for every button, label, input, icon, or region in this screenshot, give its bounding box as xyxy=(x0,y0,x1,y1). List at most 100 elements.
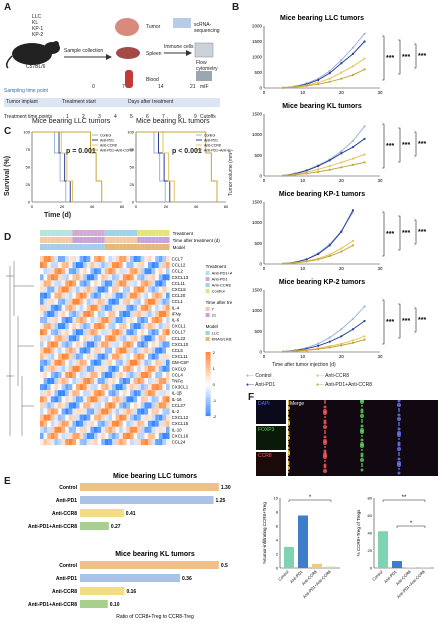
annotation-cell xyxy=(47,244,51,250)
heatmap-cell xyxy=(140,396,145,403)
x-tick-label: 0 xyxy=(263,178,266,183)
heatmap-cell xyxy=(101,268,105,275)
heatmap-cell xyxy=(144,359,148,366)
data-point xyxy=(317,164,320,168)
data-point xyxy=(363,57,366,60)
heatmap-cell xyxy=(112,341,116,348)
bar-category: Anti-PD1+Anti-CCR8 xyxy=(28,602,77,608)
heatmap-cell xyxy=(76,256,80,263)
heatmap-cell xyxy=(115,402,120,409)
heatmap-cell xyxy=(151,323,156,330)
annotation-cell xyxy=(119,237,123,243)
heatmap-cell xyxy=(58,432,62,439)
heatmap-cell xyxy=(122,262,127,269)
survival-curve xyxy=(32,131,67,202)
heatmap-cell xyxy=(104,323,109,330)
heatmap-cell xyxy=(144,426,148,433)
cell-speckle xyxy=(360,438,364,442)
annotation-cell xyxy=(130,230,134,236)
heatmap-cell xyxy=(47,384,51,391)
annotation-cell xyxy=(108,237,112,243)
bar-value-label: 0.36 xyxy=(182,576,192,582)
heatmap-cell xyxy=(40,384,44,391)
series-line xyxy=(283,339,365,353)
heatmap-cell xyxy=(133,384,138,391)
heatmap-cell xyxy=(86,329,91,336)
heatmap-cell xyxy=(148,420,152,427)
data-point xyxy=(317,342,320,345)
heatmap-cell xyxy=(58,317,62,324)
heatmap-cell xyxy=(112,323,116,330)
heatmap-cell xyxy=(119,439,123,446)
y-tick-label: 0 xyxy=(259,350,262,355)
heatmap-cell xyxy=(101,432,105,439)
bar xyxy=(298,515,308,568)
heatmap-cell xyxy=(155,341,159,348)
cell-speckle xyxy=(397,431,401,435)
data-point xyxy=(328,336,331,339)
heatmap-cell xyxy=(76,378,80,385)
heatmap-cell xyxy=(104,371,109,378)
heatmap-cell xyxy=(126,323,130,330)
legend-control: ●— Control xyxy=(246,373,272,379)
heatmap-cell xyxy=(122,292,127,299)
heatmap-cell xyxy=(130,292,134,299)
bar-category: Anti-PD1 xyxy=(56,498,77,504)
heatmap-cell xyxy=(90,426,94,433)
cell-speckle xyxy=(398,408,400,410)
heatmap-cell xyxy=(86,420,91,427)
heatmap-cell xyxy=(126,310,130,317)
heatmap-cell xyxy=(54,274,58,281)
heatmap-cell xyxy=(155,280,159,287)
heatmap-cell xyxy=(137,335,141,342)
heatmap-cell xyxy=(76,347,80,354)
heatmap-cell xyxy=(68,262,73,269)
heatmap-cell xyxy=(144,262,148,269)
heatmap-cell xyxy=(119,402,123,409)
heatmap-cell xyxy=(83,408,87,415)
heatmap-cell xyxy=(162,432,166,439)
heatmap-cell xyxy=(130,317,134,324)
sample-day: 21 xyxy=(190,84,196,90)
heatmap-cell xyxy=(54,426,58,433)
scale-cell xyxy=(205,412,211,415)
scale-tick: 0 xyxy=(213,382,216,387)
heatmap-cell xyxy=(54,359,58,366)
b-chart-title: Mice bearing LLC tumors xyxy=(280,15,364,22)
survival-curve xyxy=(32,131,71,202)
annotation-cell xyxy=(148,230,152,236)
heatmap-cell xyxy=(119,329,123,336)
heatmap-cell xyxy=(65,432,69,439)
data-point xyxy=(305,172,308,175)
heatmap-cell xyxy=(148,262,152,269)
heatmap-cell xyxy=(101,390,105,397)
heatmap-cell xyxy=(47,390,51,397)
heatmap-cell xyxy=(137,262,141,269)
e-xlabel: Ratio of CCR8+Treg to CCR8-Treg xyxy=(116,614,194,620)
bar-category: Control xyxy=(59,563,77,569)
heatmap-cell xyxy=(158,274,163,281)
heatmap-cell xyxy=(166,323,170,330)
heatmap-cell xyxy=(112,414,116,421)
heatmap-cell xyxy=(151,347,156,354)
heatmap-cell xyxy=(140,268,145,275)
heatmap-cell xyxy=(108,323,112,330)
heatmap-cell xyxy=(43,420,48,427)
scale-cell xyxy=(205,388,211,391)
heatmap-cell xyxy=(43,262,48,269)
heatmap-cell xyxy=(148,371,152,378)
heatmap-cell xyxy=(140,390,145,397)
data-point xyxy=(317,170,320,173)
heatmap-cell xyxy=(83,432,87,439)
heatmap-cell xyxy=(61,274,66,281)
heatmap-cell xyxy=(122,323,127,330)
gene-label: IL-1β xyxy=(172,391,183,396)
data-point xyxy=(351,65,355,68)
legend-label: 7 xyxy=(212,307,215,312)
organ-spleen: Spleen xyxy=(146,51,162,57)
heatmap-cell xyxy=(97,365,102,372)
heatmap-cell xyxy=(119,426,123,433)
heatmap-cell xyxy=(43,384,48,391)
data-point xyxy=(351,52,355,56)
heatmap-cell xyxy=(65,262,69,269)
